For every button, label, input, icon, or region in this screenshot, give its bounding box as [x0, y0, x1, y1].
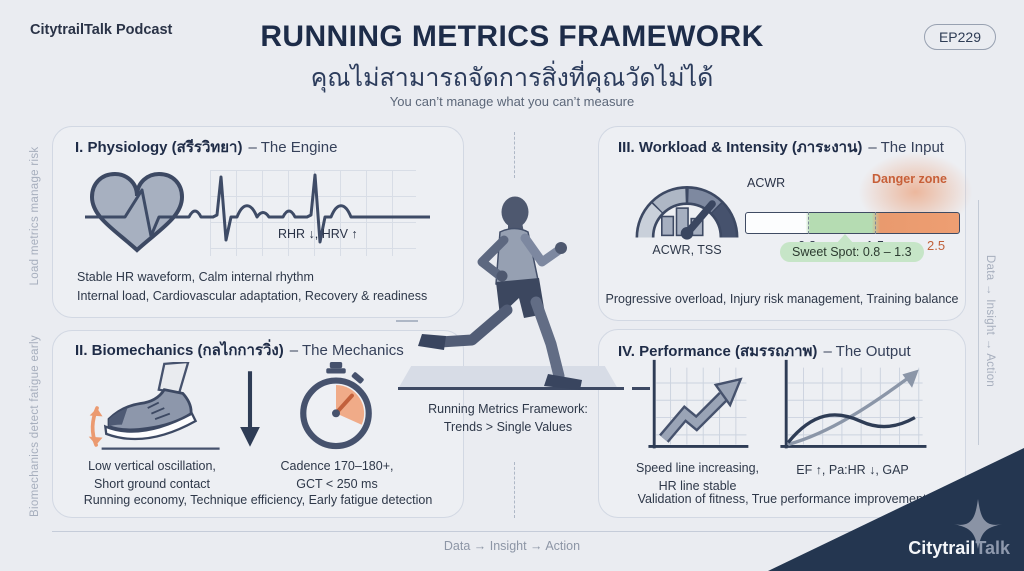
chart2-caption: EF ↑, Pa:HR ↓, GAP [796, 463, 909, 477]
running-shoe-icon [86, 360, 226, 456]
sweet-spot-badge: Sweet Spot: 0.8 – 1.3 [780, 242, 924, 262]
page-title: RUNNING METRICS FRAMEWORK [260, 20, 764, 53]
center-divider-top [514, 132, 515, 178]
down-arrow-icon [232, 368, 268, 450]
side-label-biomechanics: Biomechanics detect fatigue early [29, 335, 41, 517]
runner-figure [412, 192, 587, 402]
acwr-bar [745, 212, 960, 234]
watch-caption-line1: Cadence 170–180+, [280, 459, 394, 473]
ground-line [398, 387, 624, 390]
footer-logo: CitytrailTalk [908, 538, 1010, 559]
side-label-load-metrics: Load metrics manage risk [29, 146, 41, 286]
center-caption-line1: Running Metrics Framework: [428, 402, 588, 416]
shoe-caption-line2: Short ground contact [93, 477, 211, 492]
gauge-icon [628, 164, 746, 248]
acwr-bar-label: ACWR [747, 176, 786, 190]
danger-zone-label: Danger zone [872, 172, 948, 186]
workload-header: III. Workload & Intensity (ภาระงาน) – The… [618, 135, 944, 159]
center-divider-bottom [514, 462, 515, 518]
biomechanics-title: II. Biomechanics (กลไกการวิ่ง) [75, 342, 284, 359]
shoe-caption: Low vertical oscillation, Short ground c… [77, 457, 227, 493]
acwr-divider-high [875, 212, 876, 234]
center-caption-line2: Trends > Single Values [443, 420, 573, 435]
shoe-caption-line1: Low vertical oscillation, [88, 459, 216, 473]
brand-name: CitytrailTalk Podcast [30, 22, 173, 38]
heart-ecg-icon [83, 162, 432, 262]
physiology-header: I. Physiology (สรีรวิทยา) – The Engine [75, 135, 337, 159]
acwr-divider-low [808, 212, 809, 234]
performance-header: IV. Performance (สมรรถภาพ) – The Output [618, 339, 911, 363]
chart1-caption-line1: Speed line increasing, [636, 461, 759, 475]
gauge-caption: ACWR, TSS [652, 243, 722, 257]
rhr-hrv-note: RHR ↓, HRV ↑ [278, 227, 358, 241]
mid-divider-dash [396, 320, 418, 322]
sweet-spot-pointer [836, 234, 854, 244]
stopwatch-icon [296, 362, 376, 454]
performance-subtitle: – The Output [823, 343, 911, 360]
biomechanics-header: II. Biomechanics (กลไกการวิ่ง) – The Mech… [75, 338, 404, 362]
subtitle-english: You can’t manage what you can’t measure [389, 94, 635, 109]
dual-line-chart-icon [772, 358, 932, 456]
bottom-divider [52, 531, 965, 532]
physiology-title: I. Physiology (สรีรวิทยา) [75, 139, 243, 156]
performance-title: IV. Performance (สมรรถภาพ) [618, 343, 818, 360]
workload-line: Progressive overload, Injury risk manage… [605, 292, 959, 306]
biomechanics-subtitle: – The Mechanics [289, 342, 404, 359]
watch-caption-line2: GCT < 250 ms [296, 477, 378, 492]
trend-up-chart-icon [640, 358, 752, 456]
subtitle-thai: คุณไม่สามารถจัดการสิ่งที่คุณวัดไม่ได้ [310, 64, 714, 92]
right-divider [978, 200, 979, 445]
physiology-subtitle: – The Engine [248, 139, 338, 156]
physiology-line1: Stable HR waveform, Calm internal rhythm [77, 270, 314, 284]
ground-line-dash [632, 387, 650, 390]
footer-logo-main: Citytrail [908, 538, 976, 558]
biomechanics-line: Running economy, Technique efficiency, E… [83, 493, 433, 507]
chart1-caption-line2: HR line stable [658, 479, 737, 494]
sparkle-icon [952, 498, 1004, 550]
watch-caption: Cadence 170–180+, GCT < 250 ms [262, 457, 412, 493]
footer-logo-accent: Talk [975, 538, 1010, 558]
workload-title: III. Workload & Intensity (ภาระงาน) [618, 139, 863, 156]
chart1-caption: Speed line increasing, HR line stable [620, 459, 775, 495]
physiology-line2: Internal load, Cardiovascular adaptation… [77, 289, 428, 303]
center-caption: Running Metrics Framework: Trends > Sing… [423, 400, 593, 436]
workload-subtitle: – The Input [868, 139, 944, 156]
performance-line: Validation of fitness, True performance … [637, 492, 927, 506]
side-label-data-flow: Data → Insight → Action [984, 254, 996, 388]
footer-flow-text: Data → Insight → Action [443, 539, 581, 553]
acwr-tick-25: 2.5 [927, 238, 946, 253]
episode-badge: EP229 [923, 24, 996, 50]
